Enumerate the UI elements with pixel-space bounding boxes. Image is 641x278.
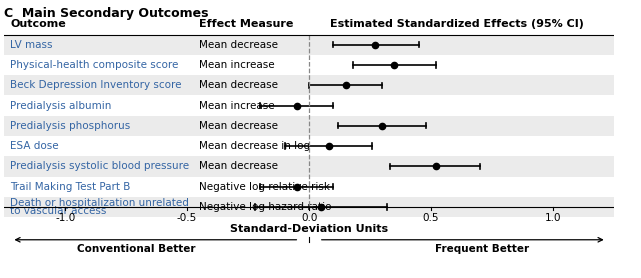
Bar	[4, 116, 614, 136]
Text: Mean decrease: Mean decrease	[199, 161, 278, 171]
Text: Negative log hazard ratio: Negative log hazard ratio	[199, 202, 332, 212]
Bar	[4, 136, 614, 156]
Bar	[4, 55, 614, 75]
Bar	[4, 95, 614, 116]
Text: Frequent Better: Frequent Better	[435, 244, 529, 254]
Text: Conventional Better: Conventional Better	[77, 244, 195, 254]
Text: Physical-health composite score: Physical-health composite score	[10, 60, 179, 70]
Text: Standard-Deviation Units: Standard-Deviation Units	[230, 224, 388, 234]
Text: 0.0: 0.0	[301, 213, 317, 223]
Text: 1.0: 1.0	[545, 213, 562, 223]
Text: Mean decrease: Mean decrease	[199, 121, 278, 131]
Text: LV mass: LV mass	[10, 40, 53, 50]
Bar	[4, 34, 614, 55]
Bar	[4, 177, 614, 197]
Text: ESA dose: ESA dose	[10, 141, 59, 151]
Text: Death or hospitalization unrelated: Death or hospitalization unrelated	[10, 198, 189, 208]
Text: Negative log relative risk: Negative log relative risk	[199, 182, 330, 192]
Bar	[4, 156, 614, 177]
Text: Beck Depression Inventory score: Beck Depression Inventory score	[10, 80, 182, 90]
Text: Outcome: Outcome	[10, 19, 66, 29]
Text: to vascular access: to vascular access	[10, 206, 106, 216]
Text: Mean decrease: Mean decrease	[199, 80, 278, 90]
Text: -1.0: -1.0	[55, 213, 75, 223]
Text: Predialysis albumin: Predialysis albumin	[10, 101, 112, 111]
Text: -0.5: -0.5	[177, 213, 197, 223]
Text: Trail Making Test Part B: Trail Making Test Part B	[10, 182, 131, 192]
Bar	[4, 75, 614, 95]
Text: Predialysis systolic blood pressure: Predialysis systolic blood pressure	[10, 161, 189, 171]
Text: Mean decrease: Mean decrease	[199, 40, 278, 50]
Text: Mean increase: Mean increase	[199, 60, 275, 70]
Text: Predialysis phosphorus: Predialysis phosphorus	[10, 121, 131, 131]
Text: 0.5: 0.5	[423, 213, 439, 223]
Text: C  Main Secondary Outcomes: C Main Secondary Outcomes	[4, 7, 209, 20]
Text: Estimated Standardized Effects (95% CI): Estimated Standardized Effects (95% CI)	[330, 19, 585, 29]
Text: Mean increase: Mean increase	[199, 101, 275, 111]
Bar	[4, 197, 614, 217]
Text: Mean decrease in log: Mean decrease in log	[199, 141, 310, 151]
Text: Effect Measure: Effect Measure	[199, 19, 294, 29]
